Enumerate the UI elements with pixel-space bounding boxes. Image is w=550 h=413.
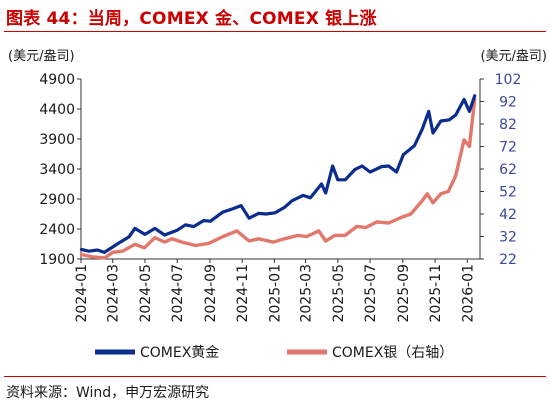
left-tick-label: 4900 [39,72,75,88]
right-tick-label: 92 [499,95,517,111]
x-tick-label: 2025-07 [363,264,379,323]
right-tick-label: 42 [499,207,517,223]
right-tick-label: 102 [495,72,522,88]
x-tick-label: 2025-09 [396,264,412,323]
right-tick-label: 72 [499,140,517,156]
left-tick-label: 3900 [39,132,75,148]
left-axis-unit-label: (美元/盎司) [8,49,75,64]
x-axis-ticks: 2024-01 2024-03 2024-05 2024-07 2024-09 2024-… [74,259,476,323]
left-axis-ticks: 1900 2400 2900 3400 3900 4400 4900 [39,72,81,268]
x-tick-label: 2024-09 [203,264,219,323]
x-tick-label: 2026-01 [460,264,476,323]
footer-divider [4,376,546,377]
right-tick-label: 32 [499,230,517,246]
x-tick-label: 2024-07 [170,264,186,323]
right-tick-label: 82 [499,117,517,133]
left-tick-label: 3400 [39,162,75,178]
left-tick-label: 2400 [39,222,75,238]
right-tick-label: 52 [499,185,517,201]
series-line-gold [79,94,477,254]
x-tick-label: 2024-11 [235,264,251,323]
legend-label-gold: COMEX黄金 [140,344,219,361]
left-tick-label: 1900 [39,252,75,268]
x-tick-label: 2024-01 [74,264,90,323]
legend-label-silver: COMEX银（右轴） [332,345,453,361]
right-tick-label: 62 [499,162,517,178]
right-tick-label: 22 [499,252,517,268]
right-axis-unit-label: (美元/盎司) [480,49,547,64]
x-tick-label: 2025-05 [331,264,347,323]
x-tick-label: 2025-03 [299,264,315,323]
source-note: 资料来源：Wind，申万宏源研究 [6,385,210,401]
series-layer [79,94,477,260]
series-line-silver [79,97,477,260]
x-tick-label: 2025-01 [267,264,283,323]
title-divider [4,31,546,32]
right-axis-ticks: 22 32 42 52 62 72 82 92 102 [480,72,521,268]
left-tick-label: 4400 [39,102,75,118]
left-tick-label: 2900 [39,192,75,208]
figure-title: 图表 44：当周，COMEX 金、COMEX 银上涨 [6,9,377,29]
x-tick-label: 2024-05 [138,264,154,323]
x-tick-label: 2024-03 [106,264,122,323]
x-tick-label: 2025-11 [428,264,444,323]
legend: COMEX黄金 COMEX银（右轴） [95,344,453,361]
